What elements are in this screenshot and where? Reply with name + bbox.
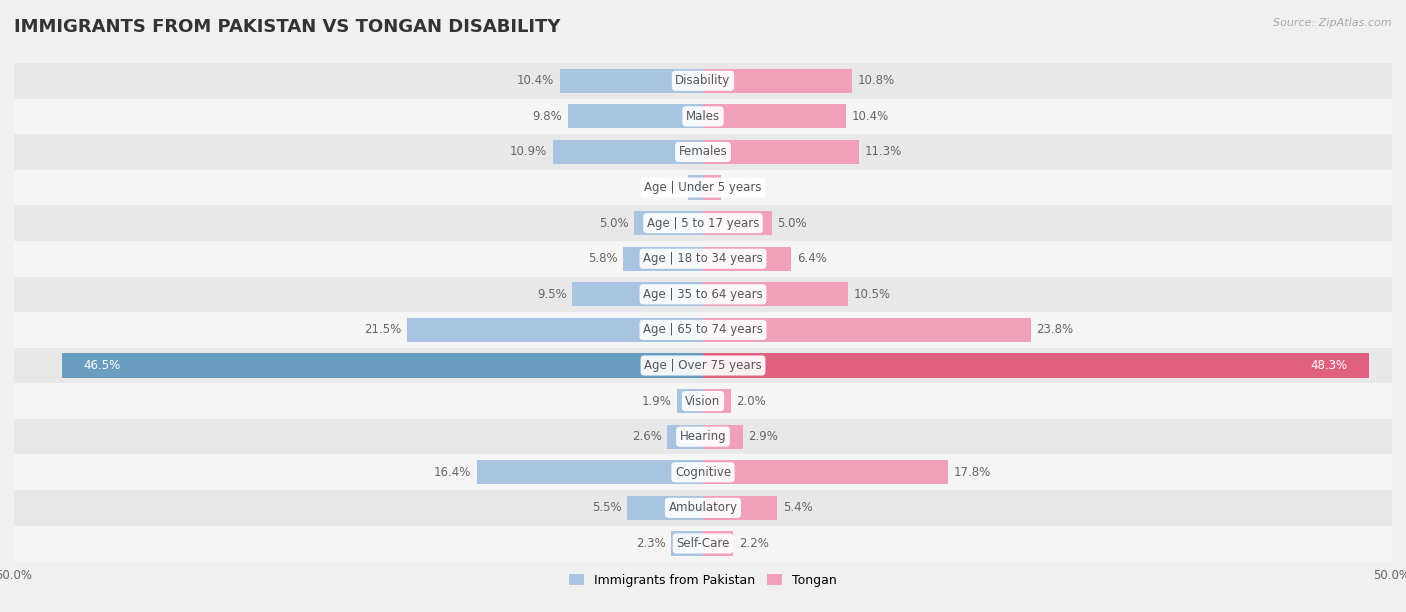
Bar bbox=[703, 282, 848, 307]
Bar bbox=[703, 531, 734, 556]
Bar bbox=[14, 63, 1392, 99]
Bar bbox=[703, 318, 1031, 342]
Text: 2.9%: 2.9% bbox=[748, 430, 779, 443]
Bar bbox=[553, 140, 703, 164]
Bar bbox=[703, 460, 948, 484]
Text: Self-Care: Self-Care bbox=[676, 537, 730, 550]
Bar bbox=[627, 496, 703, 520]
Text: Age | 65 to 74 years: Age | 65 to 74 years bbox=[643, 323, 763, 337]
Text: Age | Under 5 years: Age | Under 5 years bbox=[644, 181, 762, 194]
Text: Age | 5 to 17 years: Age | 5 to 17 years bbox=[647, 217, 759, 230]
Text: 48.3%: 48.3% bbox=[1310, 359, 1348, 372]
Bar bbox=[703, 176, 721, 200]
Text: Cognitive: Cognitive bbox=[675, 466, 731, 479]
Text: 21.5%: 21.5% bbox=[364, 323, 401, 337]
Bar bbox=[14, 348, 1392, 383]
Bar bbox=[703, 353, 1368, 378]
Bar bbox=[14, 455, 1392, 490]
Bar bbox=[406, 318, 703, 342]
Bar bbox=[572, 282, 703, 307]
Bar bbox=[560, 69, 703, 93]
Bar bbox=[703, 247, 792, 271]
Text: 5.4%: 5.4% bbox=[783, 501, 813, 514]
Text: Vision: Vision bbox=[685, 395, 721, 408]
Text: 1.1%: 1.1% bbox=[652, 181, 682, 194]
Legend: Immigrants from Pakistan, Tongan: Immigrants from Pakistan, Tongan bbox=[564, 569, 842, 592]
Text: 16.4%: 16.4% bbox=[434, 466, 471, 479]
Text: Females: Females bbox=[679, 146, 727, 159]
Bar bbox=[14, 134, 1392, 170]
Text: 9.5%: 9.5% bbox=[537, 288, 567, 301]
Bar bbox=[14, 490, 1392, 526]
Bar bbox=[14, 277, 1392, 312]
Text: 10.8%: 10.8% bbox=[858, 74, 894, 88]
Text: 5.8%: 5.8% bbox=[588, 252, 617, 265]
Bar bbox=[14, 170, 1392, 206]
Text: 46.5%: 46.5% bbox=[83, 359, 120, 372]
Bar bbox=[671, 531, 703, 556]
Bar bbox=[703, 104, 846, 129]
Text: 10.4%: 10.4% bbox=[517, 74, 554, 88]
Bar bbox=[676, 389, 703, 413]
Bar bbox=[14, 526, 1392, 561]
Bar bbox=[477, 460, 703, 484]
Bar bbox=[703, 496, 778, 520]
Text: Males: Males bbox=[686, 110, 720, 123]
Text: 1.3%: 1.3% bbox=[727, 181, 756, 194]
Text: Disability: Disability bbox=[675, 74, 731, 88]
Text: 2.0%: 2.0% bbox=[737, 395, 766, 408]
Text: 6.4%: 6.4% bbox=[797, 252, 827, 265]
Text: Hearing: Hearing bbox=[679, 430, 727, 443]
Bar bbox=[14, 419, 1392, 455]
Text: Source: ZipAtlas.com: Source: ZipAtlas.com bbox=[1274, 18, 1392, 28]
Bar bbox=[668, 425, 703, 449]
Text: 11.3%: 11.3% bbox=[865, 146, 901, 159]
Bar bbox=[703, 69, 852, 93]
Text: 5.0%: 5.0% bbox=[599, 217, 628, 230]
Text: 17.8%: 17.8% bbox=[953, 466, 991, 479]
Bar bbox=[703, 425, 742, 449]
Text: IMMIGRANTS FROM PAKISTAN VS TONGAN DISABILITY: IMMIGRANTS FROM PAKISTAN VS TONGAN DISAB… bbox=[14, 18, 561, 36]
Text: 10.4%: 10.4% bbox=[852, 110, 889, 123]
Text: 9.8%: 9.8% bbox=[533, 110, 562, 123]
Bar bbox=[14, 99, 1392, 134]
Bar bbox=[688, 176, 703, 200]
Text: 2.3%: 2.3% bbox=[636, 537, 666, 550]
Text: 2.2%: 2.2% bbox=[738, 537, 769, 550]
Text: 10.9%: 10.9% bbox=[510, 146, 547, 159]
Text: Age | 35 to 64 years: Age | 35 to 64 years bbox=[643, 288, 763, 301]
Text: Ambulatory: Ambulatory bbox=[668, 501, 738, 514]
Bar bbox=[703, 211, 772, 235]
Bar bbox=[568, 104, 703, 129]
Bar bbox=[623, 247, 703, 271]
Text: 1.9%: 1.9% bbox=[641, 395, 671, 408]
Text: Age | Over 75 years: Age | Over 75 years bbox=[644, 359, 762, 372]
Bar bbox=[14, 241, 1392, 277]
Text: 5.0%: 5.0% bbox=[778, 217, 807, 230]
Bar bbox=[634, 211, 703, 235]
Bar bbox=[14, 206, 1392, 241]
Text: 2.6%: 2.6% bbox=[631, 430, 662, 443]
Text: Age | 18 to 34 years: Age | 18 to 34 years bbox=[643, 252, 763, 265]
Bar bbox=[703, 140, 859, 164]
Text: 10.5%: 10.5% bbox=[853, 288, 890, 301]
Text: 5.5%: 5.5% bbox=[592, 501, 621, 514]
Bar bbox=[14, 383, 1392, 419]
Bar bbox=[14, 312, 1392, 348]
Text: 23.8%: 23.8% bbox=[1036, 323, 1074, 337]
Bar bbox=[62, 353, 703, 378]
Bar bbox=[703, 389, 731, 413]
